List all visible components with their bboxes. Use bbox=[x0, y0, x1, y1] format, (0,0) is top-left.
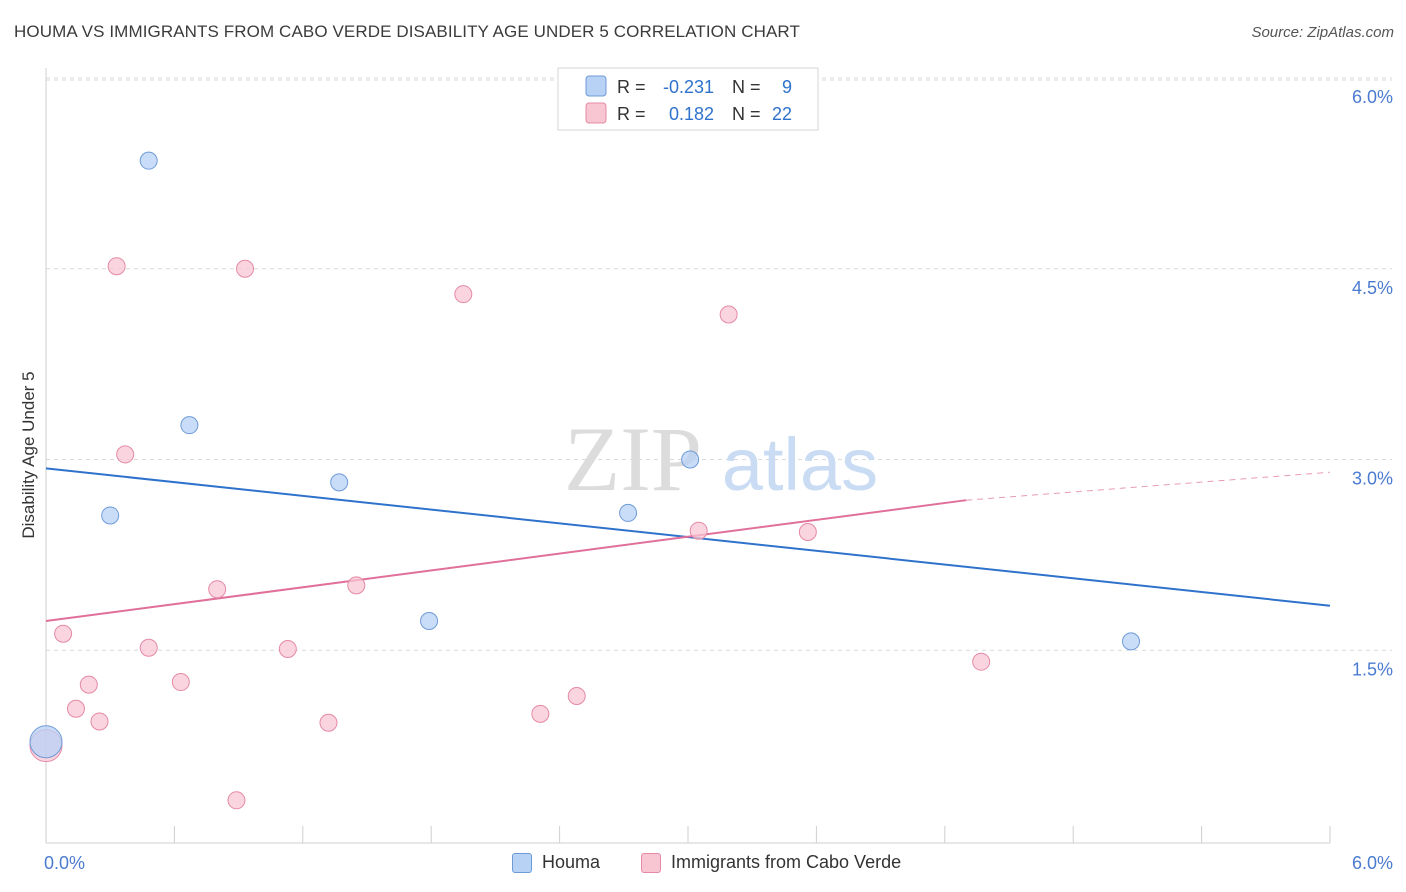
point-cabo-verde bbox=[208, 580, 227, 599]
point-cabo-verde bbox=[454, 285, 473, 304]
y-tick-label: 3.0% bbox=[1352, 469, 1393, 489]
legend-item-houma: Houma bbox=[512, 852, 600, 873]
point-cabo-verde bbox=[79, 675, 98, 694]
legend-n-value: 22 bbox=[772, 104, 792, 124]
x-tick-label: 0.0% bbox=[44, 853, 85, 873]
point-cabo-verde bbox=[171, 673, 190, 692]
point-cabo-verde bbox=[107, 257, 126, 276]
grid-lines bbox=[46, 77, 1392, 651]
point-cabo-verde bbox=[278, 639, 297, 658]
point-cabo-verde bbox=[319, 713, 338, 732]
trend-line-cabo-verde bbox=[45, 499, 967, 622]
legend-n-label: N = bbox=[732, 104, 761, 124]
x-tick-label: 6.0% bbox=[1352, 853, 1393, 873]
legend-swatch-houma bbox=[585, 75, 607, 97]
legend-r-label: R = bbox=[617, 77, 646, 97]
point-cabo-verde bbox=[798, 522, 817, 541]
point-cabo-verde bbox=[54, 624, 73, 643]
point-cabo-verde bbox=[116, 445, 135, 464]
point-cabo-verde bbox=[719, 305, 738, 324]
point-houma bbox=[420, 612, 439, 631]
point-houma bbox=[1121, 632, 1140, 651]
point-cabo-verde bbox=[531, 704, 550, 723]
point-houma bbox=[101, 506, 120, 525]
legend-r-label: R = bbox=[617, 104, 646, 124]
legend-r-value: 0.182 bbox=[669, 104, 714, 124]
watermark-zip: ZIP bbox=[564, 408, 702, 510]
watermark-atlas: atlas bbox=[722, 423, 878, 506]
legend-label-houma: Houma bbox=[542, 852, 601, 872]
legend-n-value: 9 bbox=[782, 77, 792, 97]
point-cabo-verde bbox=[567, 687, 586, 706]
point-cabo-verde bbox=[972, 652, 991, 671]
point-houma bbox=[619, 503, 638, 522]
watermark: ZIP atlas bbox=[564, 408, 878, 510]
y-tick-label: 6.0% bbox=[1352, 87, 1393, 107]
legend-item-cabo-verde: Immigrants from Cabo Verde bbox=[641, 852, 901, 873]
tick-labels: 1.5% 3.0% 4.5% 6.0% 0.0% 6.0% bbox=[44, 87, 1393, 873]
y-tick-label: 1.5% bbox=[1352, 659, 1393, 679]
point-cabo-verde bbox=[347, 576, 366, 595]
point-cabo-verde bbox=[236, 259, 255, 278]
trend-line-cabo-verde-extension bbox=[966, 471, 1331, 501]
point-houma bbox=[139, 151, 158, 170]
y-tick-label: 4.5% bbox=[1352, 278, 1393, 298]
chart-title: HOUMA VS IMMIGRANTS FROM CABO VERDE DISA… bbox=[14, 22, 800, 41]
point-cabo-verde bbox=[66, 699, 85, 718]
point-houma bbox=[180, 416, 199, 435]
legend-bottom: Houma Immigrants from Cabo Verde bbox=[0, 852, 1406, 880]
point-houma bbox=[29, 725, 63, 759]
legend-top: R = -0.231 N = 9 R = 0.182 N = 22 bbox=[557, 67, 819, 131]
point-cabo-verde bbox=[689, 521, 708, 540]
point-houma bbox=[330, 473, 349, 492]
source-label: Source: ZipAtlas.com bbox=[1251, 24, 1394, 41]
data-points bbox=[29, 151, 1140, 810]
point-cabo-verde bbox=[227, 791, 246, 810]
point-cabo-verde bbox=[90, 712, 109, 731]
point-houma bbox=[681, 450, 700, 469]
axes bbox=[45, 68, 1331, 844]
legend-swatch-cabo-verde bbox=[641, 852, 661, 873]
y-axis-label: Disability Age Under 5 bbox=[19, 371, 38, 538]
point-cabo-verde bbox=[139, 638, 158, 657]
legend-r-value: -0.231 bbox=[663, 77, 714, 97]
legend-label-cabo-verde: Immigrants from Cabo Verde bbox=[671, 852, 902, 872]
legend-n-label: N = bbox=[732, 77, 761, 97]
legend-swatch-houma bbox=[512, 852, 532, 873]
legend-swatch-cabo-verde bbox=[585, 102, 607, 124]
trend-lines bbox=[45, 467, 1331, 622]
